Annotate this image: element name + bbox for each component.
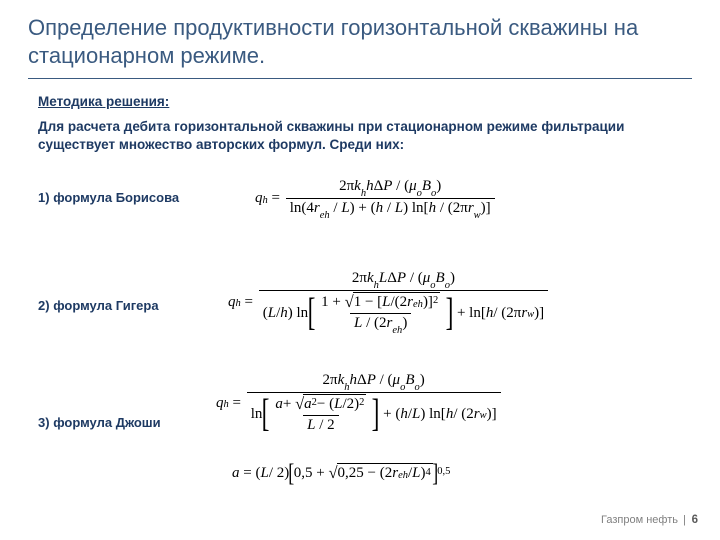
slide-title: Определение продуктивности горизонтально… bbox=[28, 14, 688, 69]
intro-text: Для расчета дебита горизонтальной скважи… bbox=[38, 118, 678, 154]
item-1-name: формула Борисова bbox=[53, 190, 179, 205]
title-underline bbox=[28, 78, 692, 79]
item-2-label: 2) формула Гигера bbox=[38, 298, 159, 313]
section-heading: Методика решения: bbox=[38, 94, 169, 109]
item-3-index: 3) bbox=[38, 415, 50, 430]
item-2-index: 2) bbox=[38, 298, 50, 313]
item-2-name: формула Гигера bbox=[53, 298, 158, 313]
slide-root: Определение продуктивности горизонтально… bbox=[0, 0, 720, 540]
item-3-name: формула Джоши bbox=[53, 415, 160, 430]
footer-page-number: 6 bbox=[692, 514, 698, 526]
item-1-label: 1) формула Борисова bbox=[38, 190, 179, 205]
formula-joshi-main: qh = 2πkhhΔP / (μoBo) ln [ a + √ a2 − (L… bbox=[216, 372, 686, 434]
footer-brand: Газпром нефть bbox=[601, 514, 678, 526]
item-3-label: 3) формула Джоши bbox=[38, 415, 161, 430]
formula-borisov: qh = 2πkhhΔP / (μoBo) ln(4reh / L) + (h … bbox=[255, 178, 675, 219]
item-1-index: 1) bbox=[38, 190, 50, 205]
formula-giger: qh = 2πkhLΔP / (μoBo) (L / h) ln [ 1 + √… bbox=[228, 270, 688, 334]
footer-separator: | bbox=[683, 514, 686, 526]
formula-joshi-a: a = (L / 2) [0,5 + √ 0,25 − (2reh / L)4 … bbox=[232, 462, 672, 485]
slide-title-text: Определение продуктивности горизонтально… bbox=[28, 15, 638, 68]
